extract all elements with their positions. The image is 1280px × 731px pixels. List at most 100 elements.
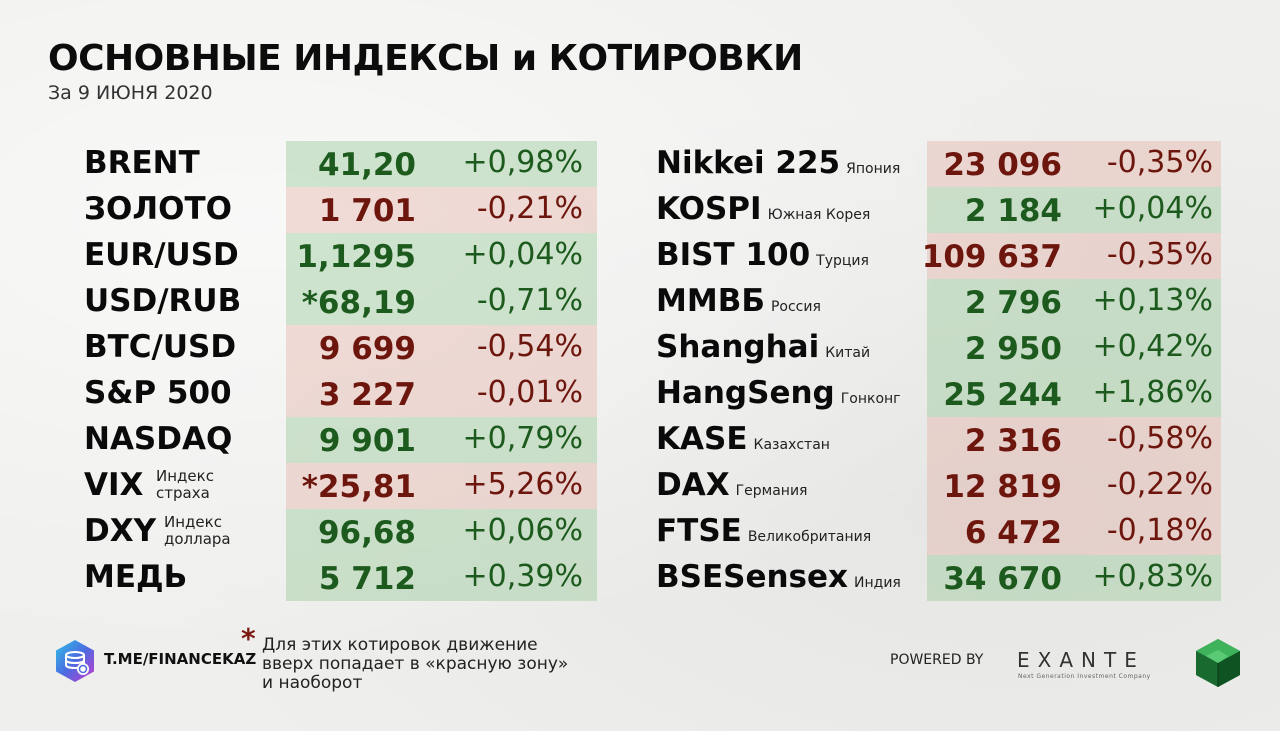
left-row-band <box>286 417 597 463</box>
left-price-value: 96,68 <box>317 515 416 551</box>
left-instrument-name: EUR/USD <box>84 232 239 278</box>
instrument-country: Германия <box>735 483 808 499</box>
instrument-ticker: NASDAQ <box>84 421 233 457</box>
left-change-value: +0,06% <box>462 513 583 548</box>
left-instrument-name: ЗОЛОТО <box>84 186 232 232</box>
left-price-value: 9 699 <box>318 331 416 367</box>
left-instrument-name: S&P 500 <box>84 370 232 416</box>
right-price-value: 34 670 <box>943 561 1062 597</box>
instrument-country: Индия <box>854 575 901 591</box>
right-row-band <box>927 141 1221 187</box>
right-instrument-name: BIST 100 Турция <box>656 232 869 284</box>
right-price-value: 109 637 <box>921 239 1062 275</box>
right-row-band <box>927 187 1221 233</box>
left-instrument-name: МЕДЬ <box>84 554 187 600</box>
instrument-country: Великобритания <box>747 529 872 545</box>
left-instrument-name: NASDAQ <box>84 416 232 462</box>
powered-by-label: POWERED BY <box>890 652 984 668</box>
page-date: За 9 ИЮНЯ 2020 <box>48 82 213 104</box>
left-instrument-name: BRENT <box>84 140 200 186</box>
left-price-value: 9 901 <box>318 423 416 459</box>
right-row-band <box>927 555 1221 601</box>
left-row-band <box>286 371 597 417</box>
telegram-handle-link[interactable]: T.ME/FINANCEKAZ <box>104 650 257 668</box>
left-price-value: *68,19 <box>301 285 416 321</box>
left-change-value: +0,98% <box>462 145 583 180</box>
instrument-ticker: ММВБ <box>656 283 765 319</box>
left-row-band <box>286 187 597 233</box>
right-price-value: 6 472 <box>964 515 1062 551</box>
instrument-country: Южная Корея <box>767 207 871 223</box>
exante-brand-name: EXANTE <box>1017 648 1145 672</box>
right-price-value: 2 316 <box>964 423 1062 459</box>
instrument-subtitle-line1: Индекс <box>164 513 222 531</box>
right-change-value: -0,35% <box>1106 145 1213 180</box>
right-instrument-name: KASE Казахстан <box>656 416 830 468</box>
instrument-country: Россия <box>770 299 821 315</box>
right-change-value: -0,18% <box>1106 513 1213 548</box>
instrument-ticker: EUR/USD <box>84 237 239 273</box>
exante-tagline: Next Generation Investment Company <box>1018 673 1151 680</box>
instrument-ticker: S&P 500 <box>84 375 232 411</box>
instrument-ticker: Nikkei 225 <box>656 145 841 181</box>
right-row-band <box>927 279 1221 325</box>
left-price-value: 1 701 <box>318 193 416 229</box>
left-change-value: -0,21% <box>476 191 583 226</box>
right-instrument-name: HangSeng Гонконг <box>656 370 901 422</box>
instrument-ticker: DXY <box>84 513 157 549</box>
instrument-subtitle-line2: страха <box>156 484 210 502</box>
instrument-ticker: KASE <box>656 421 748 457</box>
left-price-value: 5 712 <box>318 561 416 597</box>
right-row-band <box>927 233 1221 279</box>
right-price-value: 2 950 <box>964 331 1062 367</box>
instrument-ticker: BIST 100 <box>656 237 811 273</box>
right-change-value: -0,58% <box>1106 421 1213 456</box>
right-instrument-name: Shanghai Китай <box>656 324 870 376</box>
left-price-value: 1,1295 <box>296 239 416 275</box>
left-instrument-name: BTC/USD <box>84 324 236 370</box>
left-row-band <box>286 509 597 555</box>
right-instrument-name: FTSE Великобритания <box>656 508 871 560</box>
instrument-subtitle-line2: доллара <box>164 530 231 548</box>
left-row-band <box>286 279 597 325</box>
left-row-band <box>286 463 597 509</box>
instrument-ticker: BRENT <box>84 145 200 181</box>
right-price-value: 12 819 <box>943 469 1062 505</box>
instrument-ticker: USD/RUB <box>84 283 242 319</box>
footnote-line-2: вверх попадает в «красную зону» <box>262 654 569 674</box>
right-row-band <box>927 371 1221 417</box>
right-change-value: -0,35% <box>1106 237 1213 272</box>
instrument-ticker: МЕДЬ <box>84 559 188 595</box>
right-change-value: +1,86% <box>1092 375 1213 410</box>
instrument-ticker: Shanghai <box>656 329 820 365</box>
right-instrument-name: ММВБ Россия <box>656 278 821 330</box>
right-price-value: 25 244 <box>943 377 1062 413</box>
left-instrument-name: VIX <box>84 462 143 508</box>
instrument-country: Китай <box>825 345 871 361</box>
instrument-ticker: HangSeng <box>656 375 835 411</box>
right-instrument-name: Nikkei 225 Япония <box>656 140 900 192</box>
right-row-band <box>927 463 1221 509</box>
left-change-value: -0,01% <box>476 375 583 410</box>
right-change-value: -0,22% <box>1106 467 1213 502</box>
right-price-value: 2 796 <box>964 285 1062 321</box>
right-change-value: +0,42% <box>1092 329 1213 364</box>
right-row-band <box>927 417 1221 463</box>
right-row-band <box>927 509 1221 555</box>
left-instrument-name: DXY <box>84 508 156 554</box>
left-row-band <box>286 325 597 371</box>
footnote-line-3: и наоборот <box>262 673 363 693</box>
instrument-country: Казахстан <box>753 437 830 453</box>
left-row-band <box>286 233 597 279</box>
instrument-ticker: BTC/USD <box>84 329 237 365</box>
footnote-asterisk: * <box>241 622 256 655</box>
instrument-country: Гонконг <box>840 391 901 407</box>
right-instrument-name: KOSPI Южная Корея <box>656 186 870 238</box>
emerald-cube-icon <box>1196 639 1240 687</box>
instrument-ticker: BSESensex <box>656 559 849 595</box>
right-change-value: +0,83% <box>1092 559 1213 594</box>
footnote-text: Для этих котировок движение вверх попада… <box>262 636 602 693</box>
left-change-value: -0,54% <box>476 329 583 364</box>
instrument-subtitle-line1: Индекс <box>156 467 214 485</box>
footnote-line-1: Для этих котировок движение <box>262 635 538 655</box>
